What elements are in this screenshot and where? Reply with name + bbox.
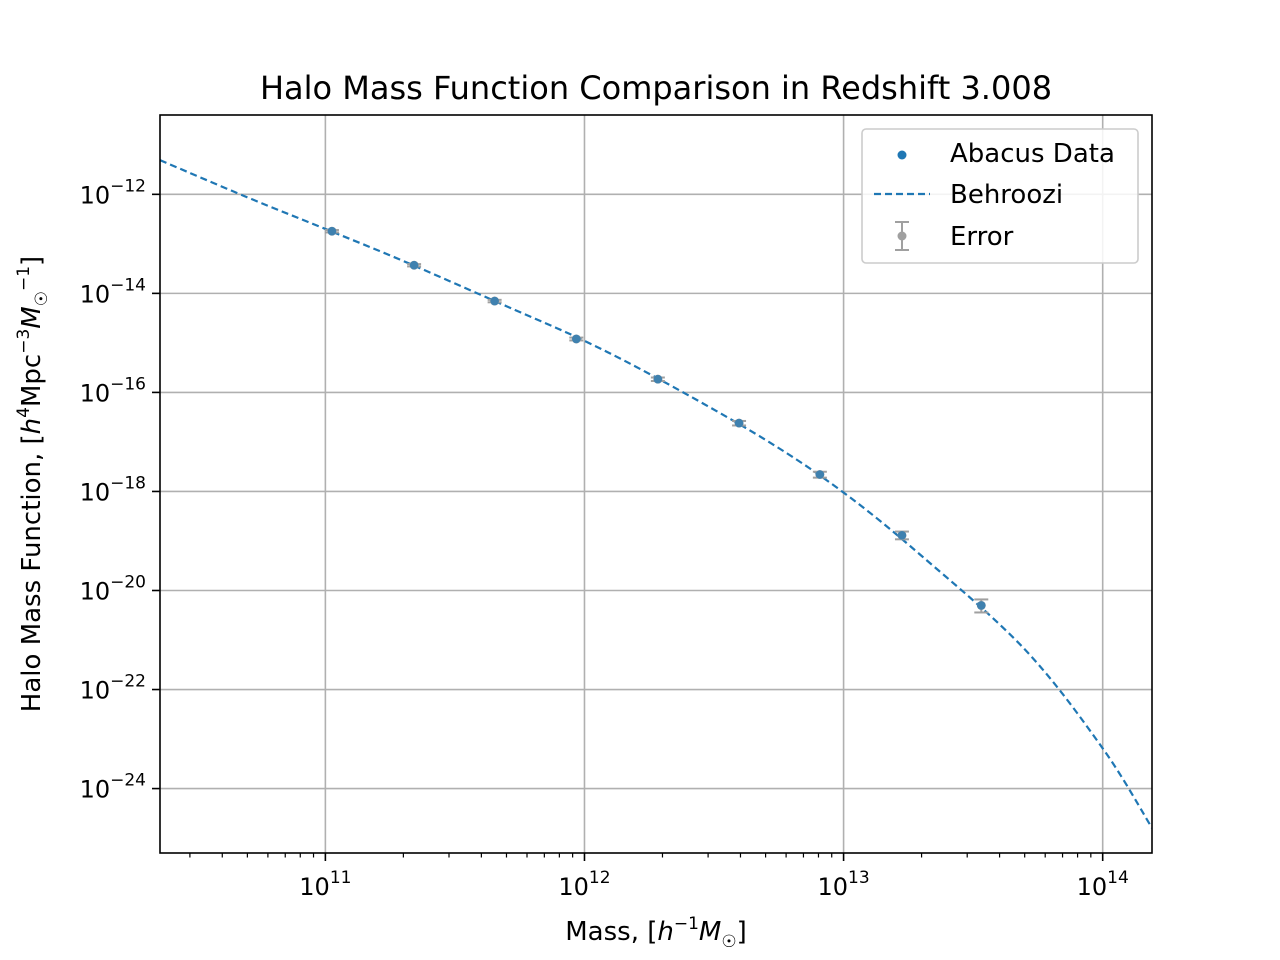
data-point	[653, 374, 663, 384]
x-axis-label: Mass, [h−1M☉]	[565, 914, 747, 952]
y-tick-label: 10−24	[80, 771, 146, 804]
legend-label-error: Error	[950, 222, 1014, 252]
y-axis-label: Halo Mass Function, [h4Mpc−3M☉−1]	[14, 256, 52, 712]
chart-title: Halo Mass Function Comparison in Redshif…	[260, 69, 1052, 107]
x-minor-ticks	[189, 853, 1092, 858]
data-point	[490, 296, 499, 306]
data-point	[409, 260, 419, 270]
legend-frame	[861, 128, 1139, 264]
y-tick-label: 10−14	[80, 275, 146, 308]
legend-label-behroozi: Behroozi	[950, 180, 1063, 210]
data-points	[327, 226, 986, 610]
x-tick-label: 1014	[1077, 868, 1129, 901]
data-point	[976, 601, 986, 610]
data-point	[815, 470, 825, 479]
data-point	[734, 418, 744, 428]
x-tick-label: 1012	[558, 868, 610, 901]
y-tick-label: 10−12	[80, 176, 146, 209]
legend-label-abacus-data: Abacus Data	[950, 139, 1115, 169]
y-tick-label: 10−16	[80, 374, 146, 407]
data-point	[327, 226, 337, 236]
plot-frame	[159, 114, 1153, 854]
legend: Abacus Data Behroozi Error	[861, 128, 1139, 264]
data-point	[572, 334, 581, 344]
y-tick-label: 10−20	[80, 572, 146, 605]
legend-marker-abacus-data	[897, 150, 907, 160]
x-tick-label: 1013	[817, 868, 869, 901]
grid	[160, 115, 1152, 853]
x-tick-label: 1011	[299, 868, 351, 901]
x-tick-labels: 1011 1012 1013 1014	[299, 868, 1128, 901]
y-tick-label: 10−18	[80, 473, 146, 506]
y-tick-labels: 10−12 10−14 10−16 10−18 10−20 10−22 10−24	[80, 176, 146, 803]
y-tick-label: 10−22	[80, 672, 146, 705]
data-point	[897, 531, 907, 540]
major-ticks	[152, 193, 1104, 861]
legend-marker-error	[895, 221, 909, 251]
